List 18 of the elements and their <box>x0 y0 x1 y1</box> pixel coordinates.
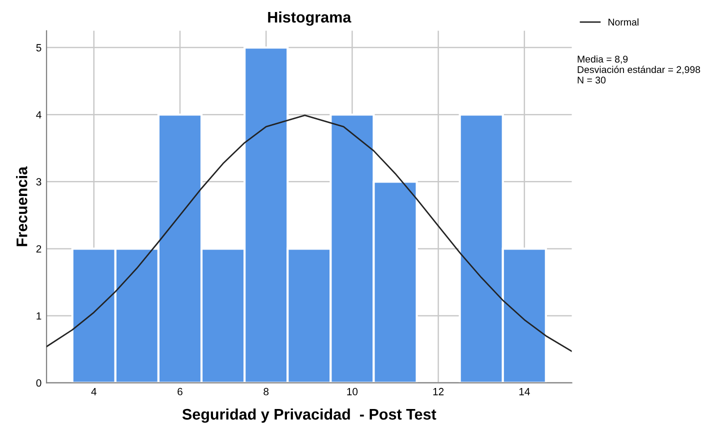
x-tick-label: 10 <box>347 388 358 396</box>
y-tick-label: 0 <box>36 379 42 387</box>
line-series <box>46 114 572 352</box>
y-tick-label: 2 <box>36 245 42 252</box>
text: Media = 8,9 Desviación estándar = 2,998 N = 30 <box>578 55 700 84</box>
x-tick-label: 12 <box>433 388 444 396</box>
x-tick-label: 6 <box>178 388 182 396</box>
y-axis-title: Frecuencia <box>16 166 28 246</box>
x-tick-label: 8 <box>264 388 269 396</box>
y-tick-label: 1 <box>36 312 42 320</box>
legend-label: Normal <box>608 18 638 26</box>
chart-title: Histograma <box>268 11 352 26</box>
y-tick-label: 5 <box>36 44 42 52</box>
y-tick-label: 3 <box>36 178 42 186</box>
y-tick-label: 4 <box>36 111 42 118</box>
x-axis-title: Seguridad y Privacidad - Post Test <box>182 408 436 423</box>
x-tick-label: 4 <box>91 388 96 396</box>
x-tick-label: 14 <box>519 388 530 396</box>
